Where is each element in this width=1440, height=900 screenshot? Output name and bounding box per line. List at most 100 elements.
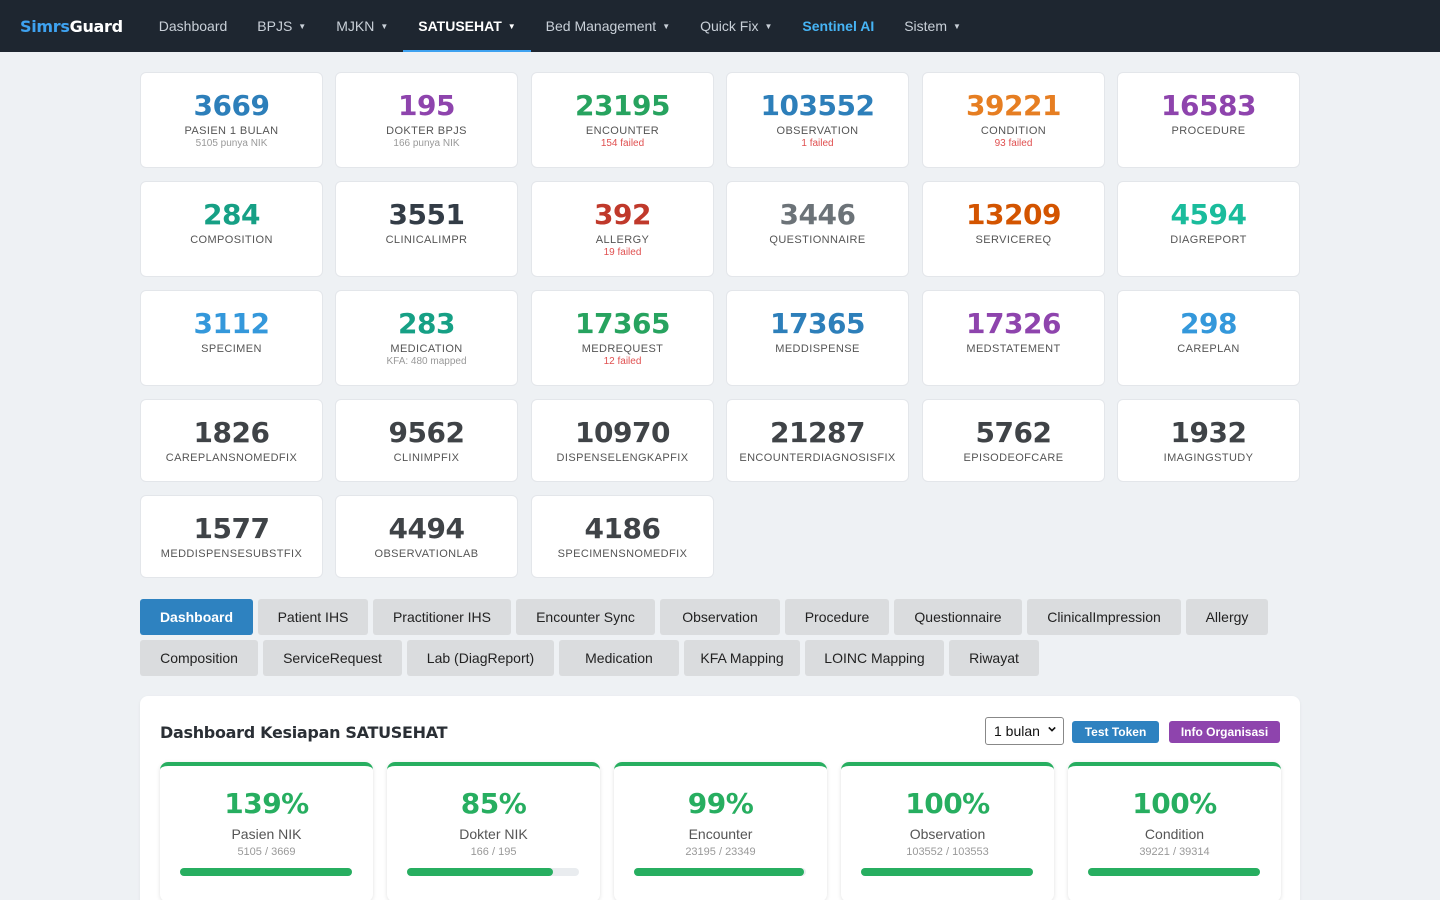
test-token-button[interactable]: Test Token	[1072, 721, 1159, 743]
nav-item-quick-fix[interactable]: Quick Fix ▼	[685, 0, 787, 52]
tab-practitioner-ihs[interactable]: Practitioner IHS	[373, 599, 511, 635]
nav-item-bpjs[interactable]: BPJS ▼	[242, 0, 321, 52]
nav-item-sistem[interactable]: Sistem ▼	[889, 0, 976, 52]
nav-item-label: SATUSEHAT	[418, 18, 502, 34]
stat-card-specimensnomedfix: 4186 SPECIMENSNOMEDFIX	[531, 495, 714, 578]
readiness-card-pasien-nik: 139% Pasien NIK 5105 / 3669	[160, 762, 373, 900]
tab-allergy[interactable]: Allergy	[1186, 599, 1268, 635]
nav-item-dashboard[interactable]: Dashboard	[144, 0, 243, 52]
stat-card-specimen: 3112 SPECIMEN	[140, 290, 323, 386]
stat-card-meddispense: 17365 MEDDISPENSE	[726, 290, 909, 386]
tab-loinc-mapping[interactable]: LOINC Mapping	[805, 640, 944, 676]
stat-value: 103552	[760, 89, 875, 122]
stat-card-allergy: 392 ALLERGY 19 failed	[531, 181, 714, 277]
stat-card-dispenselengkapfix: 10970 DISPENSELENGKAPFIX	[531, 399, 714, 482]
stat-card-dokter-bpjs: 195 DOKTER BPJS 166 punya NIK	[335, 72, 518, 168]
stat-value: 16583	[1161, 89, 1256, 122]
tab-row-2: Composition ServiceRequest Lab (DiagReport…	[140, 640, 1044, 676]
stat-value: 392	[594, 198, 651, 231]
stat-card-questionnaire: 3446 QUESTIONNAIRE	[726, 181, 909, 277]
caret-down-icon: ▼	[380, 21, 389, 31]
stat-value: 3112	[193, 307, 270, 340]
stat-value: 5762	[975, 416, 1052, 449]
stat-value: 1826	[193, 416, 270, 449]
readiness-card-condition: 100% Condition 39221 / 39314	[1068, 762, 1281, 900]
stat-value: 283	[398, 307, 455, 340]
nav-item-sentinel-ai[interactable]: Sentinel AI	[787, 0, 889, 52]
tab-lab-diagreport[interactable]: Lab (DiagReport)	[407, 640, 554, 676]
stat-card-medstatement: 17326 MEDSTATEMENT	[922, 290, 1105, 386]
stat-card-pasien-1-bulan: 3669 PASIEN 1 BULAN 5105 punya NIK	[140, 72, 323, 168]
readiness-label: Dokter NIK	[459, 826, 528, 842]
stat-label: OBSERVATIONLAB	[374, 548, 479, 560]
nav-item-mjkn[interactable]: MJKN ▼	[321, 0, 403, 52]
stat-label: PROCEDURE	[1171, 125, 1246, 137]
readiness-count: 103552 / 103553	[906, 846, 989, 858]
stat-value: 21287	[770, 416, 865, 449]
readiness-card-encounter: 99% Encounter 23195 / 23349	[614, 762, 827, 900]
stat-subtext: 154 failed	[600, 138, 645, 149]
stat-value: 4186	[584, 512, 661, 545]
tab-riwayat[interactable]: Riwayat	[949, 640, 1039, 676]
stat-value: 195	[398, 89, 455, 122]
stat-label: CLINIMPFIX	[393, 452, 460, 464]
stat-label: QUESTIONNAIRE	[769, 234, 866, 246]
panel-title: Dashboard Kesiapan SATUSEHAT	[160, 723, 448, 742]
brand-logo[interactable]: SimrsGuard	[20, 17, 123, 36]
stat-card-observationlab: 4494 OBSERVATIONLAB	[335, 495, 518, 578]
tab-medication[interactable]: Medication	[559, 640, 679, 676]
stat-value: 9562	[388, 416, 465, 449]
stat-card-diagreport: 4594 DIAGREPORT	[1117, 181, 1300, 277]
tab-observation[interactable]: Observation	[660, 599, 780, 635]
stat-label: DIAGREPORT	[1170, 234, 1247, 246]
stat-value: 17326	[966, 307, 1061, 340]
stat-card-observation: 103552 OBSERVATION 1 failed	[726, 72, 909, 168]
tab-encounter-sync[interactable]: Encounter Sync	[516, 599, 655, 635]
tab-questionnaire[interactable]: Questionnaire	[894, 599, 1022, 635]
stat-value: 3551	[388, 198, 465, 231]
caret-down-icon: ▼	[507, 21, 516, 31]
stat-card-meddispensesubstfix: 1577 MEDDISPENSESUBSTFIX	[140, 495, 323, 578]
stat-card-clinimpfix: 9562 CLINIMPFIX	[335, 399, 518, 482]
stat-subtext: KFA: 480 mapped	[386, 356, 467, 367]
stat-value: 1932	[1170, 416, 1247, 449]
tab-procedure[interactable]: Procedure	[785, 599, 889, 635]
period-select[interactable]: 1 bulan	[985, 717, 1064, 745]
stat-label: EPISODEOFCARE	[963, 452, 1064, 464]
stat-value: 17365	[770, 307, 865, 340]
tab-servicerequest[interactable]: ServiceRequest	[263, 640, 402, 676]
nav-item-bed-management[interactable]: Bed Management ▼	[531, 0, 685, 52]
tab-kfa-mapping[interactable]: KFA Mapping	[684, 640, 800, 676]
stat-label: MEDDISPENSESUBSTFIX	[160, 548, 303, 560]
stat-value: 4594	[1170, 198, 1247, 231]
stat-value: 3446	[779, 198, 856, 231]
tab-patient-ihs[interactable]: Patient IHS	[258, 599, 368, 635]
stat-label: IMAGINGSTUDY	[1163, 452, 1254, 464]
tab-dashboard[interactable]: Dashboard	[140, 599, 253, 635]
stat-card-medrequest: 17365 MEDREQUEST 12 failed	[531, 290, 714, 386]
readiness-percent: 99%	[687, 787, 754, 820]
stat-label: CAREPLAN	[1177, 343, 1240, 355]
stat-label: COMPOSITION	[190, 234, 273, 246]
stat-subtext: 12 failed	[603, 356, 642, 367]
readiness-count: 5105 / 3669	[237, 846, 296, 858]
stat-card-encounter: 23195 ENCOUNTER 154 failed	[531, 72, 714, 168]
readiness-progress-bar	[861, 868, 1033, 876]
stat-value: 298	[1180, 307, 1237, 340]
tab-composition[interactable]: Composition	[140, 640, 258, 676]
readiness-progress-fill	[1088, 868, 1260, 876]
info-organisasi-button[interactable]: Info Organisasi	[1169, 721, 1280, 743]
stat-card-encounterdiagnosisfix: 21287 ENCOUNTERDIAGNOSISFIX	[726, 399, 909, 482]
stat-subtext: 5105 punya NIK	[195, 138, 268, 149]
nav-item-satusehat[interactable]: SATUSEHAT ▼	[403, 0, 531, 52]
nav-item-label: Sistem	[904, 18, 948, 34]
tab-clinicalimpression[interactable]: ClinicalImpression	[1027, 599, 1181, 635]
readiness-progress-bar	[180, 868, 352, 876]
period-select-value: 1 bulan	[994, 723, 1040, 739]
stat-subtext: 19 failed	[603, 247, 642, 258]
readiness-count: 166 / 195	[470, 846, 517, 858]
stat-card-servicereq: 13209 SERVICEREQ	[922, 181, 1105, 277]
stat-label: SPECIMENSNOMEDFIX	[557, 548, 688, 560]
readiness-label: Observation	[909, 826, 986, 842]
caret-down-icon: ▼	[953, 21, 961, 31]
